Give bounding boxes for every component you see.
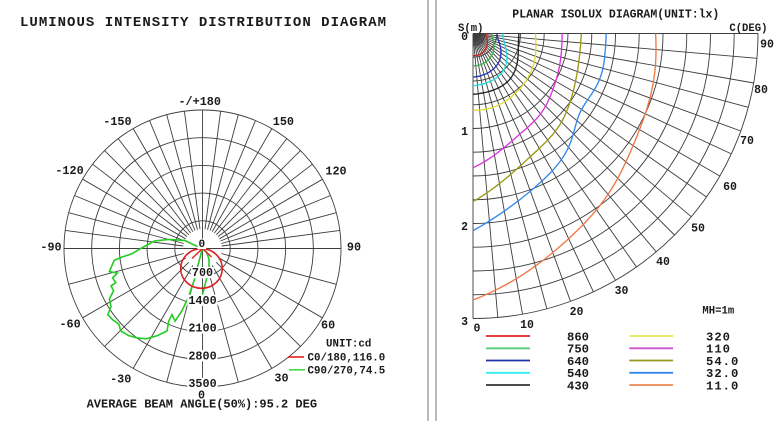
svg-text:3500: 3500 — [188, 377, 216, 391]
svg-text:-120: -120 — [55, 164, 83, 178]
svg-text:90: 90 — [760, 39, 774, 52]
svg-text:860: 860 — [567, 330, 589, 344]
svg-text:120: 120 — [325, 165, 346, 179]
svg-text:PLANAR ISOLUX DIAGRAM(UNIT:lx): PLANAR ISOLUX DIAGRAM(UNIT:lx) — [512, 9, 719, 22]
svg-text:640: 640 — [567, 355, 589, 369]
svg-text:80: 80 — [754, 84, 768, 97]
svg-text:-90: -90 — [40, 241, 61, 255]
svg-text:-150: -150 — [103, 115, 131, 129]
svg-text:540: 540 — [567, 367, 589, 381]
svg-text:UNIT:cd: UNIT:cd — [326, 339, 371, 351]
svg-text:750: 750 — [567, 343, 589, 357]
svg-text:54.0: 54.0 — [706, 355, 739, 369]
svg-text:110: 110 — [706, 343, 731, 357]
svg-text:1: 1 — [461, 126, 468, 139]
svg-text:0: 0 — [461, 31, 468, 44]
svg-text:2800: 2800 — [188, 349, 216, 363]
svg-text:10: 10 — [520, 319, 534, 332]
svg-text:70: 70 — [740, 135, 754, 148]
svg-text:30: 30 — [615, 285, 629, 298]
svg-text:0: 0 — [474, 323, 481, 336]
svg-text:AVERAGE BEAM ANGLE(50%):95.2 D: AVERAGE BEAM ANGLE(50%):95.2 DEG — [87, 397, 317, 411]
svg-text:0: 0 — [198, 389, 205, 403]
svg-text:0: 0 — [198, 239, 205, 251]
svg-text:LUMINOUS INTENSITY DISTRIBUTIO: LUMINOUS INTENSITY DISTRIBUTION DIAGRAM — [20, 15, 387, 31]
svg-text:40: 40 — [656, 256, 670, 269]
svg-text:32.0: 32.0 — [706, 367, 739, 381]
svg-text:2: 2 — [461, 221, 468, 234]
svg-text:150: 150 — [273, 115, 294, 129]
svg-text:90: 90 — [347, 241, 361, 255]
svg-text:30: 30 — [274, 372, 288, 386]
svg-text:11.0: 11.0 — [706, 379, 739, 393]
svg-text:430: 430 — [567, 379, 589, 393]
svg-text:2100: 2100 — [188, 322, 216, 336]
svg-text:50: 50 — [691, 223, 705, 236]
svg-text:1400: 1400 — [188, 294, 216, 308]
svg-text:-30: -30 — [110, 373, 131, 387]
svg-text:-60: -60 — [59, 318, 80, 332]
svg-text:3: 3 — [461, 316, 468, 329]
svg-text:60: 60 — [723, 181, 737, 194]
svg-text:C0/180,116.0: C0/180,116.0 — [308, 353, 386, 365]
svg-text:S(m): S(m) — [458, 23, 483, 35]
svg-text:320: 320 — [706, 330, 731, 344]
svg-text:700: 700 — [192, 266, 213, 280]
svg-text:20: 20 — [570, 306, 584, 319]
svg-text:MH=1m: MH=1m — [702, 306, 734, 318]
svg-text:C(DEG): C(DEG) — [729, 23, 767, 35]
svg-text:60: 60 — [321, 318, 335, 332]
svg-text:C90/270,74.5: C90/270,74.5 — [308, 365, 386, 377]
svg-text:-/+180: -/+180 — [178, 95, 220, 109]
